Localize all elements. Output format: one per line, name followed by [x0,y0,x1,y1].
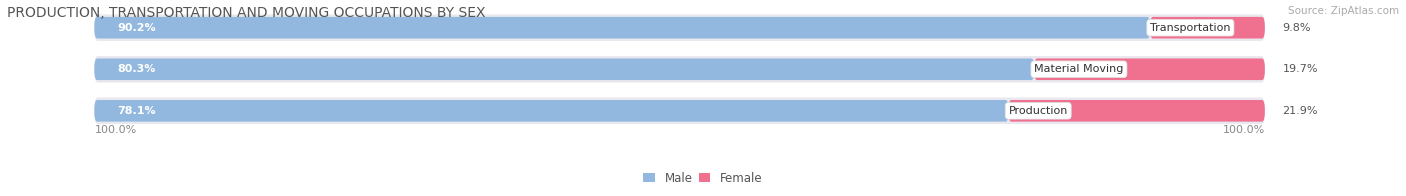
FancyBboxPatch shape [94,100,1008,122]
Text: 9.8%: 9.8% [1282,23,1310,33]
Text: 80.3%: 80.3% [118,64,156,74]
Text: 78.1%: 78.1% [118,106,156,116]
FancyBboxPatch shape [94,56,1265,83]
Legend: Male, Female: Male, Female [638,167,768,190]
Text: 100.0%: 100.0% [94,125,136,135]
Text: Transportation: Transportation [1150,23,1230,33]
Text: 19.7%: 19.7% [1282,64,1317,74]
FancyBboxPatch shape [94,98,1265,124]
Text: Source: ZipAtlas.com: Source: ZipAtlas.com [1288,6,1399,16]
FancyBboxPatch shape [94,58,1035,80]
FancyBboxPatch shape [1035,58,1265,80]
Text: 21.9%: 21.9% [1282,106,1317,116]
FancyBboxPatch shape [94,15,1265,41]
FancyBboxPatch shape [1150,17,1265,38]
Text: Production: Production [1008,106,1069,116]
Text: Material Moving: Material Moving [1035,64,1123,74]
Text: 90.2%: 90.2% [118,23,156,33]
FancyBboxPatch shape [1008,100,1265,122]
FancyBboxPatch shape [94,17,1150,38]
Text: 100.0%: 100.0% [1223,125,1265,135]
Text: PRODUCTION, TRANSPORTATION AND MOVING OCCUPATIONS BY SEX: PRODUCTION, TRANSPORTATION AND MOVING OC… [7,6,485,20]
